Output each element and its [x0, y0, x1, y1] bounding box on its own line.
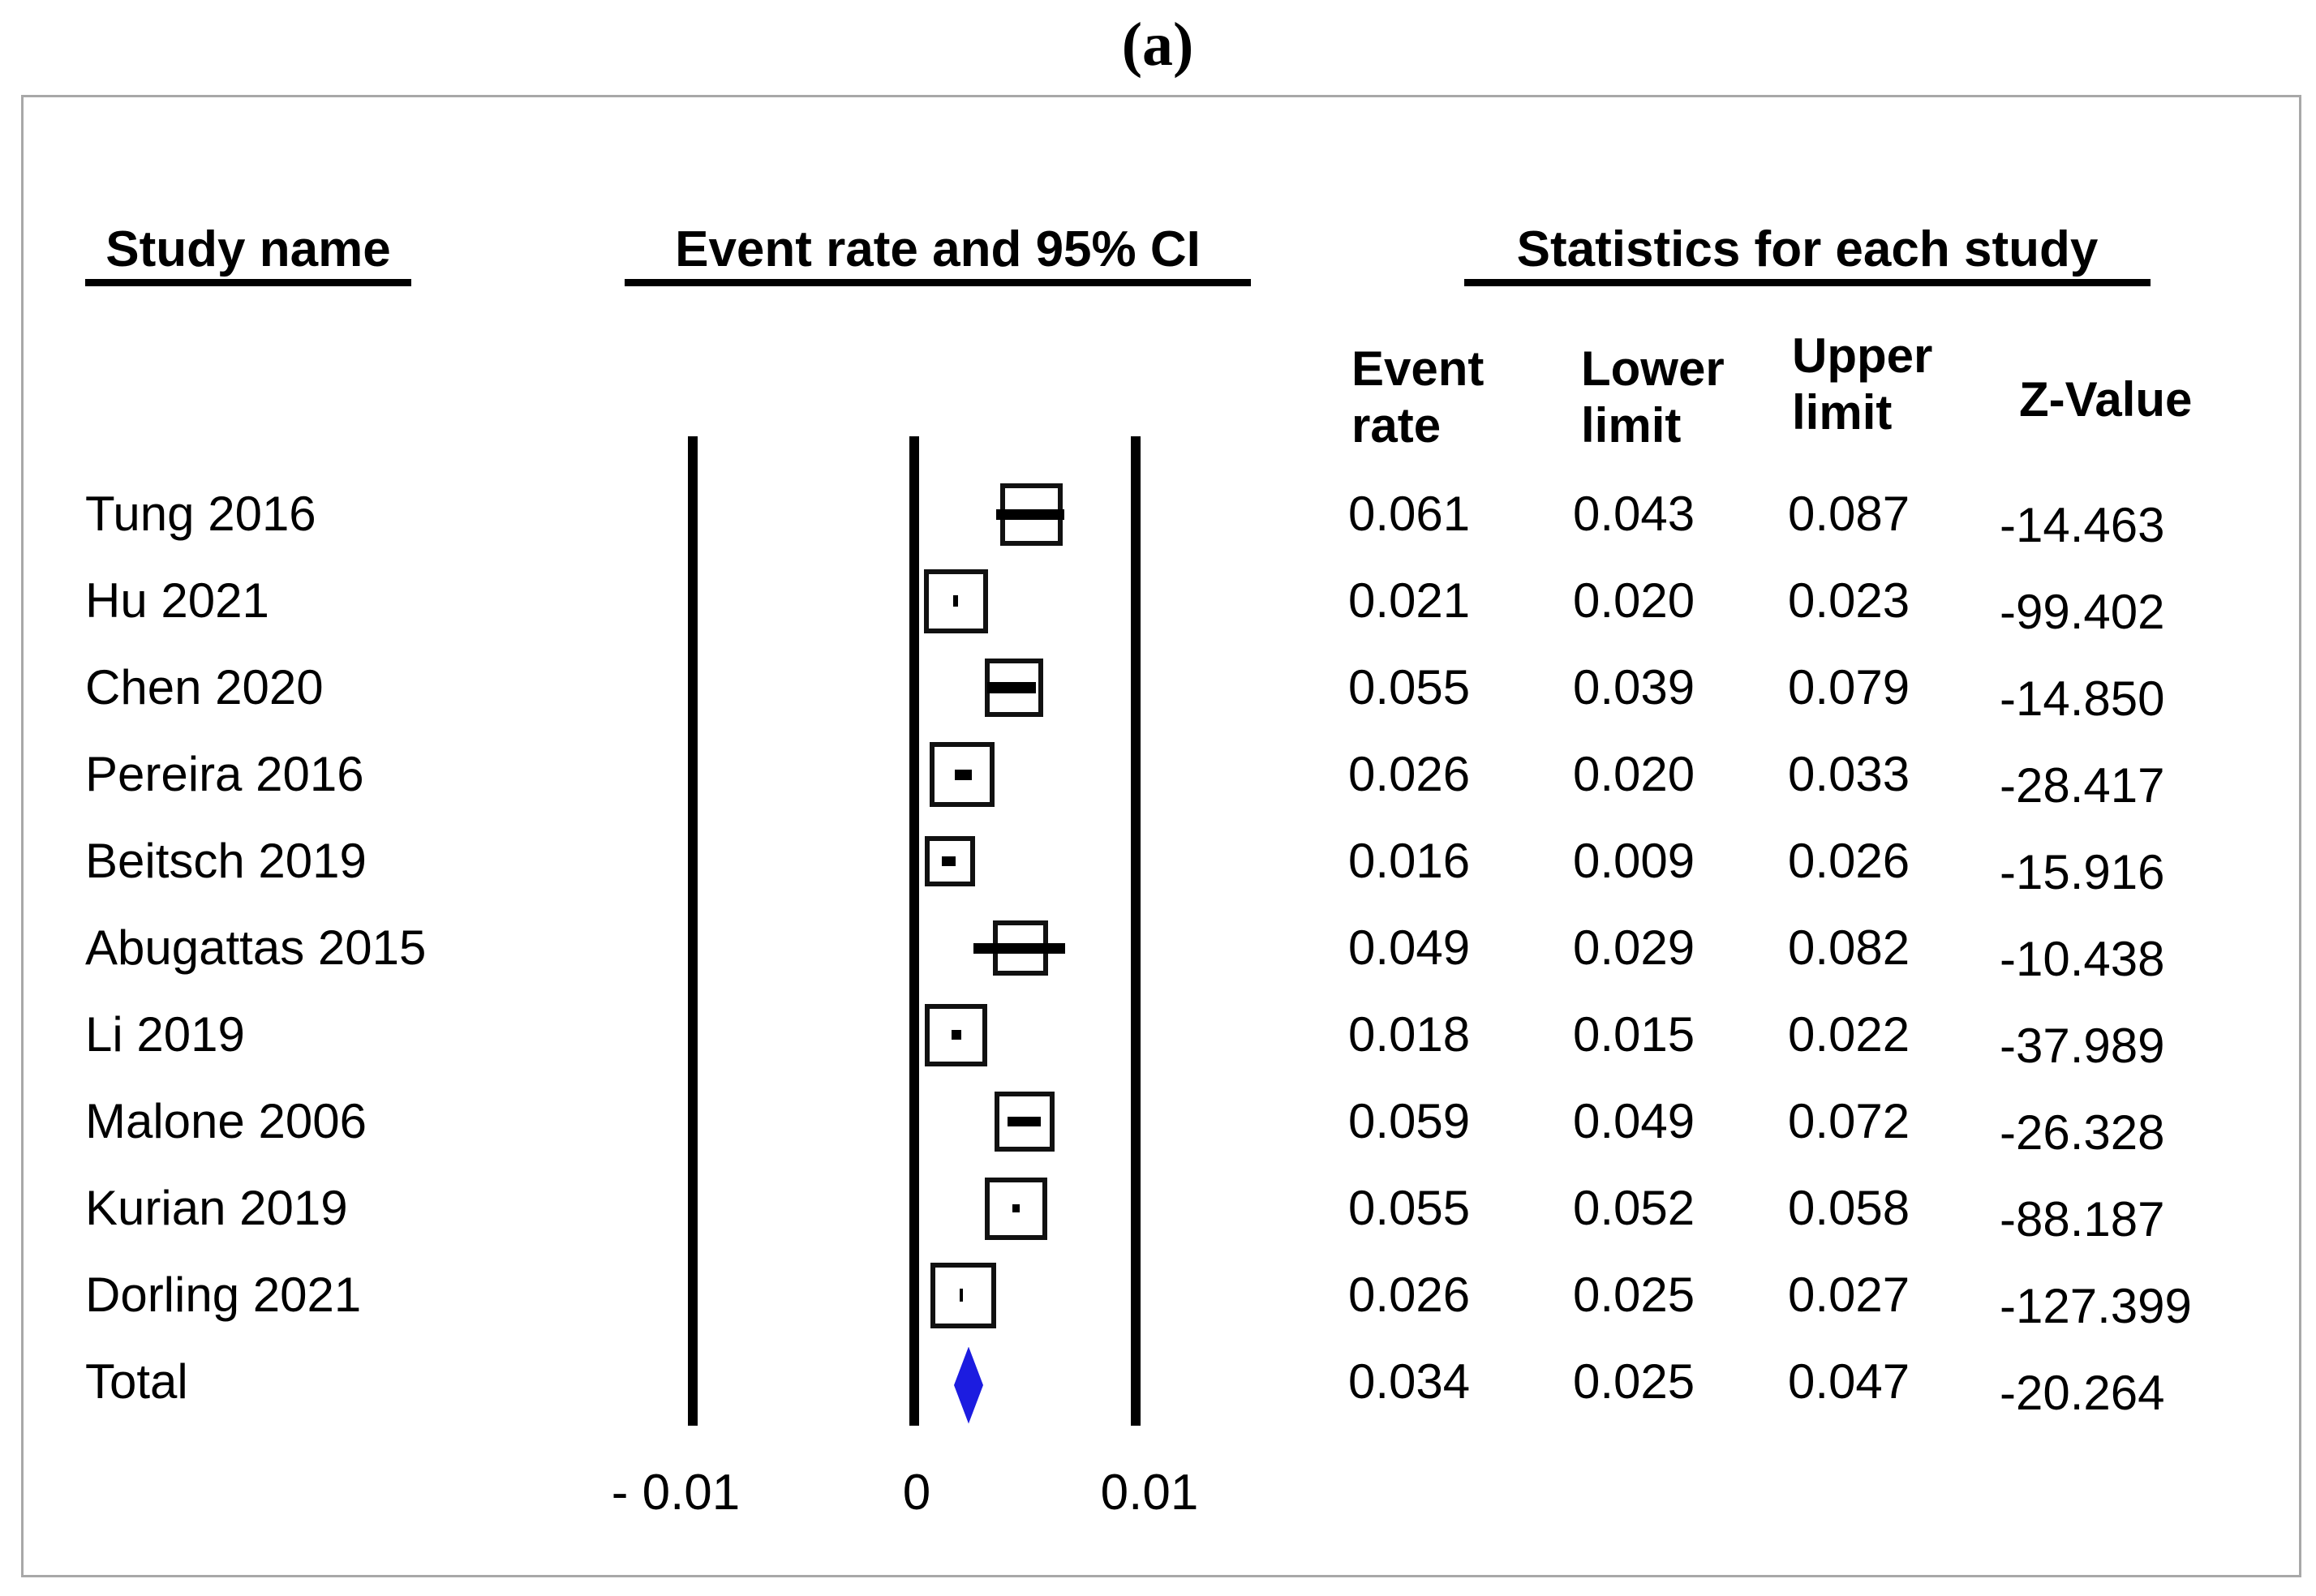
study-row-upper-limit: 0.082 — [1788, 920, 1910, 975]
ci-weight-square — [924, 1003, 987, 1066]
stat-header-event-rate: Event rate — [1351, 341, 1485, 453]
study-row-z-value: -26.328 — [2000, 1105, 2165, 1160]
study-row-z-value: -99.402 — [2000, 585, 2165, 639]
ci-weight-square — [923, 568, 988, 633]
study-row-event-rate: 0.021 — [1348, 573, 1471, 628]
study-row-label: Hu 2021 — [85, 573, 269, 628]
study-row-upper-limit: 0.087 — [1788, 487, 1910, 541]
total-row-lower-limit: 0.025 — [1573, 1354, 1695, 1409]
ci-interval-bar — [996, 508, 1064, 520]
x-axis-tick-label: 0.01 — [1100, 1465, 1199, 1521]
study-row-z-value: -88.187 — [2000, 1192, 2165, 1246]
ci-interval-bar — [960, 1289, 963, 1302]
ci-interval-bar — [1012, 1204, 1020, 1212]
study-row-label: Abugattas 2015 — [85, 920, 427, 975]
study-row-label: Pereira 2016 — [85, 747, 364, 801]
ci-weight-square — [930, 1262, 996, 1328]
stat-header-z-value: Z-Value — [2019, 372, 2193, 427]
study-row-lower-limit: 0.052 — [1573, 1181, 1695, 1235]
study-row-event-rate: 0.026 — [1348, 747, 1471, 801]
study-row-z-value: -37.989 — [2000, 1019, 2165, 1073]
study-row-label: Li 2019 — [85, 1007, 245, 1062]
ci-interval-bar — [1008, 1117, 1041, 1126]
stat-header-upper-limit: Upper limit — [1792, 328, 1933, 440]
plot-axis-line-1 — [909, 436, 919, 1426]
ci-interval-bar — [987, 682, 1036, 693]
study-row-z-value: -14.463 — [2000, 498, 2165, 552]
plot-axis-line-0 — [688, 436, 698, 1426]
study-row-label: Malone 2006 — [85, 1094, 367, 1148]
column-header-study-name: Study name — [85, 224, 411, 286]
study-row-z-value: -15.916 — [2000, 845, 2165, 899]
column-header-event-rate-ci: Event rate and 95% CI — [625, 224, 1251, 286]
study-row-lower-limit: 0.039 — [1573, 660, 1695, 714]
ci-interval-bar — [953, 595, 958, 607]
study-row-upper-limit: 0.079 — [1788, 660, 1910, 714]
total-row-event-rate: 0.034 — [1348, 1354, 1471, 1409]
study-row-upper-limit: 0.027 — [1788, 1268, 1910, 1322]
ci-interval-bar — [973, 942, 1065, 954]
study-row-lower-limit: 0.029 — [1573, 920, 1695, 975]
x-axis-tick-label: - 0.01 — [611, 1465, 741, 1521]
plot-axis-line-2 — [1131, 436, 1141, 1426]
figure-panel-label: (a) — [1121, 11, 1194, 79]
study-row-label: Chen 2020 — [85, 660, 324, 714]
study-row-lower-limit: 0.020 — [1573, 747, 1695, 801]
total-row-label: Total — [85, 1354, 188, 1409]
study-row-label: Kurian 2019 — [85, 1181, 348, 1235]
study-row-lower-limit: 0.049 — [1573, 1094, 1695, 1148]
study-row-event-rate: 0.016 — [1348, 834, 1471, 888]
study-row-upper-limit: 0.033 — [1788, 747, 1910, 801]
study-row-lower-limit: 0.043 — [1573, 487, 1695, 541]
study-row-event-rate: 0.049 — [1348, 920, 1471, 975]
ci-interval-bar — [942, 856, 956, 866]
study-row-lower-limit: 0.025 — [1573, 1268, 1695, 1322]
study-row-lower-limit: 0.020 — [1573, 573, 1695, 628]
study-row-z-value: -14.850 — [2000, 671, 2165, 726]
x-axis-tick-label: 0 — [902, 1465, 931, 1521]
total-row-z-value: -20.264 — [2000, 1366, 2165, 1420]
study-row-lower-limit: 0.015 — [1573, 1007, 1695, 1062]
ci-weight-square — [925, 836, 975, 886]
ci-interval-bar — [955, 769, 972, 780]
study-row-label: Tung 2016 — [85, 487, 316, 541]
stat-header-lower-limit: Lower limit — [1581, 341, 1725, 453]
study-row-label: Beitsch 2019 — [85, 834, 367, 888]
study-row-upper-limit: 0.026 — [1788, 834, 1910, 888]
study-row-event-rate: 0.055 — [1348, 1181, 1471, 1235]
study-row-event-rate: 0.055 — [1348, 660, 1471, 714]
ci-weight-square — [984, 1177, 1047, 1240]
total-row-upper-limit: 0.047 — [1788, 1354, 1910, 1409]
study-row-z-value: -127.399 — [2000, 1279, 2192, 1333]
column-header-statistics: Statistics for each study — [1464, 224, 2151, 286]
study-row-upper-limit: 0.058 — [1788, 1181, 1910, 1235]
ci-weight-square — [930, 742, 995, 807]
study-row-event-rate: 0.026 — [1348, 1268, 1471, 1322]
ci-weight-square — [995, 1092, 1055, 1152]
study-row-z-value: -10.438 — [2000, 932, 2165, 986]
study-row-event-rate: 0.018 — [1348, 1007, 1471, 1062]
study-row-event-rate: 0.059 — [1348, 1094, 1471, 1148]
figure-border-box — [21, 95, 2301, 1577]
study-row-lower-limit: 0.009 — [1573, 834, 1695, 888]
study-row-label: Dorling 2021 — [85, 1268, 362, 1322]
study-row-event-rate: 0.061 — [1348, 487, 1471, 541]
study-row-upper-limit: 0.072 — [1788, 1094, 1910, 1148]
study-row-upper-limit: 0.022 — [1788, 1007, 1910, 1062]
ci-interval-bar — [952, 1030, 961, 1040]
study-row-upper-limit: 0.023 — [1788, 573, 1910, 628]
study-row-z-value: -28.417 — [2000, 758, 2165, 813]
